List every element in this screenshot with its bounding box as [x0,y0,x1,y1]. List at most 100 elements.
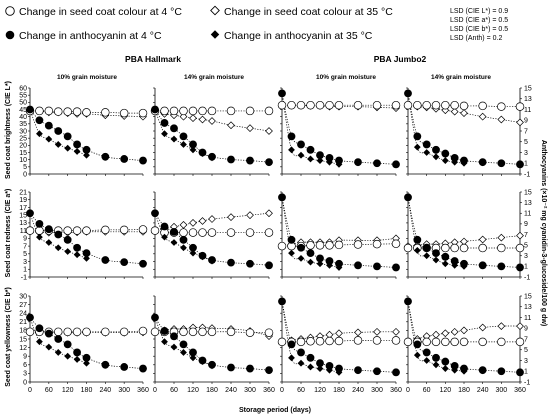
marker-colour-4c [478,243,487,253]
marker-colour-4c [226,327,236,337]
marker-anth-4c [198,251,207,260]
marker-anth-4c [392,160,400,169]
marker-colour-4c [277,337,287,347]
y-tick-label: 7 [23,243,27,250]
marker-colour-35c [516,231,524,240]
marker-anth-4c [26,313,34,322]
y-right-tick-label: 1 [524,369,528,376]
marker-anth-35c [83,151,90,159]
y-tick-label: 35 [19,121,27,128]
panel-r0-c2 [277,87,401,176]
trend-anth-4c [29,213,144,265]
marker-colour-4c [264,328,274,337]
marker-colour-35c [450,327,459,336]
marker-colour-4c [441,243,450,253]
marker-anth-35c [189,146,197,154]
marker-anth-35c [54,244,62,252]
marker-anth-4c [63,340,72,349]
marker-anth-35c [64,144,72,152]
trend-colour-35c [29,230,143,234]
legend-marker-diamond-filled [210,30,220,39]
y-tick-label: 9 [23,354,27,361]
y-right-tick-label: 11 [524,107,531,114]
marker-colour-4c [403,100,413,110]
y-tick-label: 45 [19,107,27,114]
marker-colour-4c [277,100,287,110]
x-tick-label: 240 [225,387,237,394]
marker-colour-4c [198,106,207,116]
marker-anth-4c [278,297,286,306]
y-right-tick-label: 9 [524,221,528,228]
marker-anth-4c [246,259,254,268]
marker-anth-35c [297,359,305,367]
x-tick-label: 180 [81,387,93,394]
marker-anth-4c [139,364,147,373]
marker-anth-4c [450,361,459,370]
marker-anth-4c [54,335,63,343]
moisture-title-hallmark-10: 10% grain moisture [57,74,117,81]
y-tick-label: 17 [19,205,27,212]
marker-anth-35c [288,249,295,257]
marker-anth-4c [44,329,53,338]
marker-anth-4c [413,132,422,141]
marker-anth-4c [82,145,91,154]
trend-colour-4c [155,331,270,334]
marker-anth-4c [54,127,63,135]
marker-anth-4c [82,353,91,362]
marker-colour-4c [53,107,63,116]
marker-anth-35c [64,352,72,360]
marker-colour-35c [450,107,459,116]
marker-colour-4c [138,108,148,118]
marker-colour-4c [515,102,525,111]
panel-r1-c1 [150,191,274,279]
marker-anth-4c [413,340,422,349]
marker-colour-4c [35,106,44,116]
marker-anth-35c [307,258,314,266]
marker-anth-4c [478,261,487,270]
marker-colour-4c [306,241,315,250]
marker-colour-35c [478,323,487,332]
y-tick-label: 11 [20,228,27,235]
marker-colour-35c [227,121,235,130]
marker-colour-4c [515,337,525,347]
trend-colour-35c [281,238,397,247]
y-right-tick-label: -1 [524,171,530,178]
marker-anth-4c [413,235,422,244]
marker-colour-35c [460,326,468,335]
marker-colour-4c [403,243,413,253]
y-right-tick-label: 15 [524,189,532,196]
marker-colour-4c [82,108,91,117]
marker-anth-4c [44,121,53,130]
marker-colour-4c [431,100,441,110]
trend-colour-4c [282,243,397,247]
marker-anth-4c [151,209,159,218]
marker-colour-4c [306,100,315,110]
marker-colour-4c [226,228,236,237]
marker-anth-4c [101,152,110,161]
y-right-axis-title: Anthocyanins (×10⁻² mg cyanidin-3-glucos… [540,140,547,326]
marker-colour-4c [150,327,160,337]
marker-colour-4c [245,228,255,237]
marker-colour-4c [226,106,236,116]
marker-colour-35c [246,211,254,220]
marker-colour-4c [403,337,413,347]
marker-anth-4c [139,156,147,165]
marker-anth-4c [179,132,188,141]
marker-colour-4c [207,228,217,237]
marker-anth-4c [478,366,487,375]
marker-colour-4c [150,226,160,235]
x-tick-label: 240 [477,387,489,394]
marker-colour-4c [459,337,469,347]
marker-anth-4c [516,160,524,169]
marker-anth-4c [516,263,524,272]
x-tick-label: 360 [514,387,526,394]
marker-anth-4c [120,155,129,163]
marker-anth-35c [170,239,178,246]
marker-anth-35c [45,135,53,143]
marker-anth-35c [307,363,314,371]
marker-anth-4c [101,360,110,369]
